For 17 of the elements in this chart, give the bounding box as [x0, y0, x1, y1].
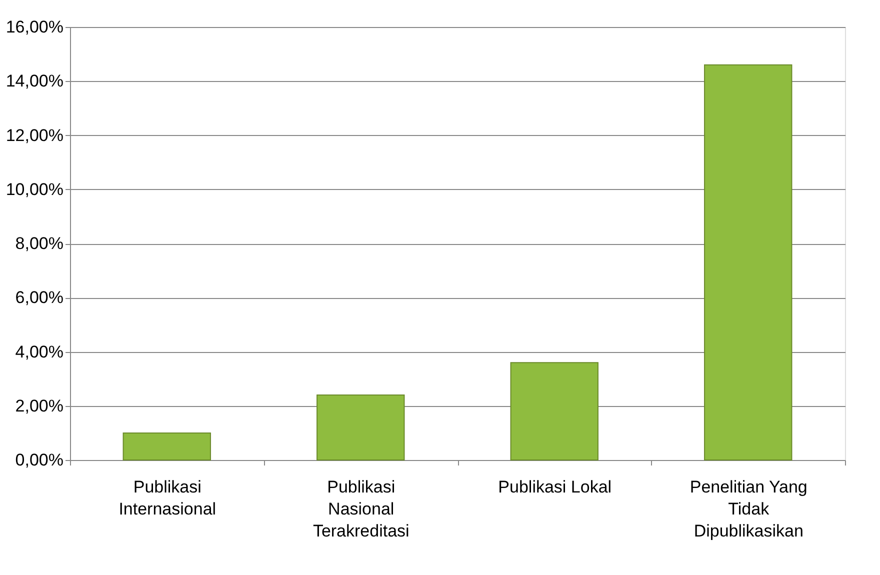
y-tick-label: 8,00% [15, 234, 64, 253]
y-tick-label: 0,00% [15, 450, 64, 470]
x-tick-label: Publikasi Nasional Terakreditasi [312, 478, 410, 540]
x-tick-label: Penelitian Yang Tidak Dipublikasikan [690, 478, 808, 540]
y-tick-label: 10,00% [6, 180, 64, 199]
y-tick-label: 4,00% [15, 342, 64, 362]
bar [316, 394, 405, 460]
x-tick-label: Publikasi Internasional [118, 478, 216, 518]
y-tick-label: 6,00% [15, 288, 64, 308]
y-tick-label: 16,00% [6, 18, 64, 36]
y-tick-label: 14,00% [6, 72, 64, 91]
y-tick-label: 12,00% [6, 126, 64, 145]
bar [510, 362, 598, 460]
x-tick-label: Publikasi Lokal [498, 478, 612, 496]
y-tick-label: 2,00% [15, 396, 64, 416]
bar [704, 64, 792, 460]
bar [122, 432, 211, 460]
